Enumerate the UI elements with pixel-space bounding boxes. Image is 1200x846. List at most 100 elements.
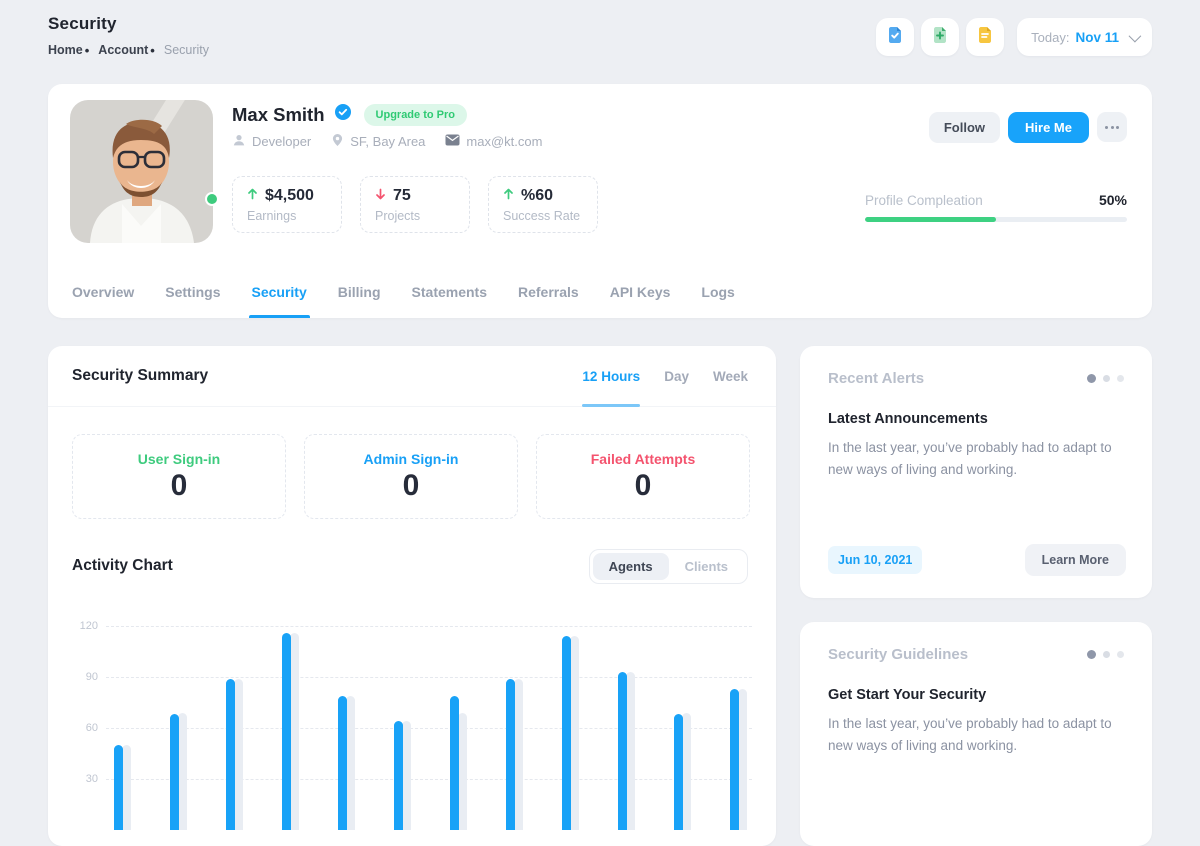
- bar-shadow: [290, 632, 299, 830]
- follow-button[interactable]: Follow: [928, 112, 1001, 143]
- user-icon: [232, 133, 246, 150]
- profile-name-row: Max Smith Upgrade to Pro: [232, 103, 467, 126]
- meta-email: max@kt.com: [445, 134, 542, 149]
- bar-shadow: [738, 688, 747, 830]
- tab-security[interactable]: Security: [248, 284, 311, 318]
- bar-agents[interactable]: [618, 671, 627, 830]
- alerts-subtitle: Latest Announcements: [828, 411, 988, 427]
- trend-up-icon: [503, 187, 514, 205]
- gridline-60: [106, 728, 752, 729]
- y-axis-label-120: 120: [79, 620, 98, 632]
- bar-agents[interactable]: [450, 695, 459, 830]
- bar-agents[interactable]: [730, 688, 739, 830]
- bar-agents[interactable]: [226, 678, 235, 830]
- tab-logs[interactable]: Logs: [701, 284, 735, 300]
- profile-completion: Profile Compleation 50%: [865, 192, 1127, 222]
- breadcrumb-account[interactable]: Account •: [98, 42, 155, 58]
- guidelines-body: In the last year, you’ve probably had to…: [828, 716, 1112, 753]
- profile-progress-fill: [865, 217, 996, 222]
- breadcrumb-home[interactable]: Home •: [48, 42, 90, 58]
- security-guidelines-title: Security Guidelines: [828, 646, 969, 663]
- document-lines-button[interactable]: [966, 18, 1005, 56]
- trend-down-icon: [375, 187, 386, 205]
- bar-shadow: [682, 712, 691, 830]
- bar-shadow: [626, 671, 635, 830]
- profile-name: Max Smith: [232, 103, 325, 125]
- bar-shadow: [402, 721, 411, 830]
- bar-shadow: [514, 678, 523, 830]
- bar-shadow: [234, 678, 243, 830]
- y-axis-label-30: 30: [85, 773, 98, 785]
- top-header: Security Home • Account • Security Today: …: [48, 14, 1152, 66]
- breadcrumb: Home • Account • Security: [48, 43, 1152, 57]
- toggle-agents[interactable]: Agents: [592, 552, 669, 580]
- alert-date-badge: Jun 10, 2021: [828, 546, 923, 574]
- location-pin-icon: [331, 133, 344, 150]
- date-selector[interactable]: Today: Nov 11: [1017, 18, 1152, 56]
- learn-more-button[interactable]: Learn More: [1024, 544, 1126, 576]
- summary-box-user-signin: User Sign-in 0: [72, 434, 286, 519]
- period-12-hours[interactable]: 12 Hours: [582, 346, 640, 407]
- bar-shadow: [178, 712, 187, 830]
- profile-stats: $4,500 Earnings 75 Projects %60 Success …: [232, 176, 598, 233]
- document-add-button[interactable]: [921, 18, 960, 56]
- bar-agents[interactable]: [282, 632, 291, 830]
- bar-agents[interactable]: [674, 714, 683, 830]
- verified-badge-icon: [334, 103, 352, 126]
- profile-tabs: Overview Settings Security Billing State…: [71, 284, 736, 318]
- carousel-dots[interactable]: [1087, 650, 1124, 659]
- y-axis-label-90: 90: [85, 671, 98, 683]
- gridline-30: [106, 779, 752, 780]
- avatar: [70, 100, 219, 243]
- period-week[interactable]: Week: [712, 368, 748, 384]
- tab-overview[interactable]: Overview: [72, 284, 135, 300]
- tab-settings[interactable]: Settings: [165, 284, 221, 300]
- summary-boxes: User Sign-in 0 Admin Sign-in 0 Failed At…: [72, 434, 750, 519]
- document-lines-icon: [975, 25, 995, 50]
- upgrade-pro-badge[interactable]: Upgrade to Pro: [363, 103, 467, 126]
- chevron-down-icon: [1128, 29, 1142, 42]
- profile-card: Max Smith Upgrade to Pro Developer SF, B…: [48, 84, 1152, 318]
- bar-agents[interactable]: [170, 714, 179, 830]
- bar-agents[interactable]: [114, 745, 123, 830]
- stat-projects: 75 Projects: [360, 176, 470, 233]
- summary-box-admin-signin: Admin Sign-in 0: [304, 434, 518, 519]
- bar-agents[interactable]: [562, 636, 571, 830]
- date-prefix: Today:: [1031, 29, 1070, 45]
- gridline-90: [106, 677, 752, 678]
- period-day[interactable]: Day: [664, 368, 689, 384]
- progress-value: 50%: [1098, 192, 1127, 208]
- bar-shadow: [122, 745, 131, 830]
- bar-agents[interactable]: [506, 678, 515, 830]
- bar-agents[interactable]: [394, 721, 403, 830]
- meta-role: Developer: [232, 133, 311, 150]
- toggle-clients[interactable]: Clients: [684, 558, 728, 574]
- bar-shadow: [570, 636, 579, 830]
- hire-me-button[interactable]: Hire Me: [1008, 112, 1089, 143]
- header-actions: Today: Nov 11: [876, 18, 1152, 56]
- agents-clients-toggle: Agents Clients: [588, 548, 748, 584]
- alerts-body: In the last year, you’ve probably had to…: [828, 440, 1112, 477]
- tab-referrals[interactable]: Referrals: [518, 284, 579, 300]
- activity-chart-title: Activity Chart: [72, 557, 173, 574]
- recent-alerts-title: Recent Alerts: [828, 370, 925, 387]
- breadcrumb-separator: •: [150, 42, 155, 58]
- profile-actions: Follow Hire Me: [928, 112, 1127, 143]
- tab-billing[interactable]: Billing: [337, 284, 381, 300]
- bar-agents[interactable]: [338, 695, 347, 830]
- document-add-icon: [930, 25, 950, 50]
- tab-api-keys[interactable]: API Keys: [609, 284, 671, 300]
- trend-up-icon: [247, 187, 258, 205]
- security-summary-title: Security Summary: [72, 367, 209, 384]
- guidelines-subtitle: Get Start Your Security: [828, 687, 987, 703]
- profile-meta: Developer SF, Bay Area max@kt.com: [232, 133, 542, 150]
- tab-statements[interactable]: Statements: [411, 284, 487, 300]
- document-check-button[interactable]: [876, 18, 915, 56]
- security-summary-header: Security Summary 12 Hours Day Week: [48, 346, 776, 407]
- meta-location: SF, Bay Area: [331, 133, 425, 150]
- security-guidelines-card: Security Guidelines Get Start Your Secur…: [800, 622, 1152, 846]
- more-options-button[interactable]: [1097, 112, 1127, 142]
- breadcrumb-separator: •: [84, 42, 90, 58]
- gridline-120: [106, 626, 752, 627]
- carousel-dots[interactable]: [1087, 374, 1124, 383]
